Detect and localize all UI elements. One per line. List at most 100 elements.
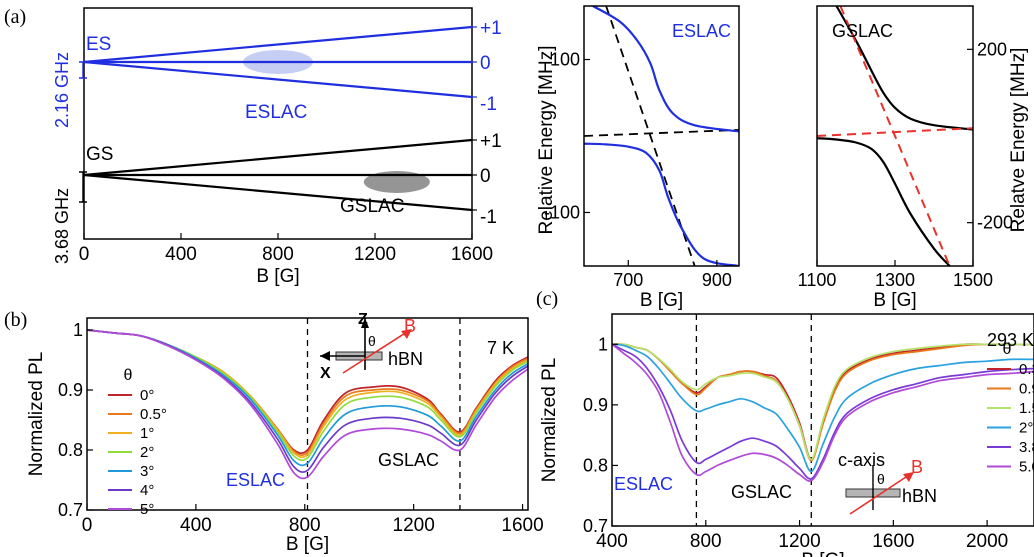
plot-frame (86, 317, 529, 511)
x-tick-label: 400 (596, 531, 628, 552)
plot-frame (611, 313, 1034, 527)
chart-b-pl-7k: 0.7 0.8 0.9 1 0 400 800 1200 1600 B [G] Normalized… (26, 311, 544, 555)
right-tick-label: 0 (480, 53, 491, 74)
es-splitting-bracket (79, 61, 87, 79)
right-tick-label: 0 (480, 166, 491, 187)
temperature-label: 293 K (987, 330, 1034, 350)
x-tick-label: 1300 (875, 270, 915, 290)
y-tick-label: 0.8 (58, 440, 83, 460)
gslac-label: GSLAC (340, 196, 404, 217)
chart-a1-energy-levels: +1 0 -1 +1 0 -1 ES GS ESLAC GSLAC 2.16 GHz 3.68 GHz… (52, 7, 502, 287)
panel-label-b: (b) (4, 309, 27, 331)
pl-series-line (611, 343, 1034, 461)
pl-series-line (611, 343, 1034, 462)
x-tick-label: 800 (262, 244, 294, 265)
right-tick-label: +1 (480, 18, 502, 39)
x-tick-label: 900 (702, 270, 732, 290)
asymptote-line (817, 127, 973, 137)
x-axis-label: B [G] (640, 290, 683, 311)
legend-label: 1° (140, 425, 154, 442)
legend-label: 0.5° (140, 406, 167, 423)
legend-label: 3.8° (1019, 439, 1034, 456)
asymptote-line (839, 6, 951, 266)
plot-area (817, 6, 973, 266)
chart-title: ESLAC (672, 21, 731, 41)
asymptote-line (584, 129, 739, 137)
panel-label-c: (c) (536, 288, 558, 310)
x-tick-label: 0 (82, 515, 93, 536)
x-axis-label: B [G] (286, 534, 329, 555)
y-tick-label: 1 (73, 320, 83, 340)
x-tick-label: 400 (165, 244, 197, 265)
plot-area (584, 6, 739, 266)
chart-a2-eslac: 100 -100 ESLAC 700 900 B [G] Relative Energy [… (536, 5, 740, 311)
legend-label: 3° (140, 463, 154, 480)
hbn-label: hBN (388, 349, 423, 369)
y-axis-label: Relatve Energy [MHz] (1008, 48, 1029, 233)
gslac-label: GSLAC (378, 450, 439, 470)
c-axis-label: c-axis (838, 450, 885, 470)
y-tick-label: 200 (977, 39, 1007, 59)
legend-label: 4° (140, 482, 154, 499)
legend-label: 2° (1019, 420, 1033, 437)
b-label: B (911, 457, 923, 477)
right-tick-label: -1 (480, 207, 497, 228)
gslac-label: GSLAC (731, 482, 792, 502)
y-axis-label: Normalized PL (26, 352, 47, 477)
legend-label: 0° (140, 387, 154, 404)
y-tick-label: 0.9 (58, 380, 83, 400)
x-axis-arrowhead (320, 351, 330, 361)
y-tick-label: 100 (550, 50, 580, 70)
b-field-arrow (342, 329, 411, 374)
x-tick-label: 1600 (872, 531, 914, 552)
x-axis-label: B [G] (256, 266, 299, 287)
legend-label: 2° (140, 444, 154, 461)
y-tick-label: 1 (598, 334, 608, 354)
y-tick-label: 0.7 (58, 500, 83, 520)
theta-label: θ (877, 471, 885, 487)
x-tick-label: 1200 (354, 244, 396, 265)
x-tick-label: 1600 (451, 244, 493, 265)
legend-label: 1.5° (1019, 400, 1034, 417)
x-tick-label: 2000 (966, 531, 1008, 552)
right-tick-label: +1 (480, 131, 502, 152)
x-tick-label: 1500 (953, 270, 993, 290)
y-axis-label: Relative Energy [MHz] (536, 45, 557, 234)
chart-c-pl-293k: 0.7 0.8 0.9 1 400 800 1200 1600 2000 B [G] Normali… (539, 313, 1034, 557)
legend-label: 5° (140, 501, 154, 518)
x-tick-label: 1600 (501, 515, 543, 536)
plot-frame (583, 5, 740, 267)
b-field-arrowhead (401, 329, 412, 339)
pl-series-line (86, 329, 529, 480)
right-tick-label: -1 (480, 94, 497, 115)
y-tick-label: 0.7 (583, 516, 608, 536)
theta-label: θ (368, 333, 376, 349)
x-tick-label: 800 (289, 515, 321, 536)
z-label: Z (358, 311, 368, 328)
x-label: X (320, 365, 331, 382)
x-tick-label: 1200 (778, 531, 820, 552)
eslac-label: ESLAC (245, 102, 307, 123)
legend-label: 5.0° (1019, 459, 1034, 476)
panel-label-a: (a) (4, 6, 26, 28)
pl-series-line (611, 343, 1034, 473)
x-tick-label: 700 (613, 270, 643, 290)
legend-title: θ (1003, 341, 1012, 358)
gslac-highlight (363, 171, 430, 193)
x-tick-label: 400 (180, 515, 212, 536)
temperature-label: 7 K (487, 338, 514, 358)
eslac-branch-line (592, 6, 739, 133)
asymptote-line (605, 6, 696, 266)
y-tick-label: -200 (977, 213, 1013, 233)
x-axis-label: B [G] (801, 550, 844, 557)
pl-series-line (611, 343, 1034, 482)
pl-series-line (611, 343, 1034, 480)
es-level-line (83, 60, 473, 99)
x-axis-label: B [G] (873, 290, 916, 311)
b-label: B (404, 316, 416, 336)
chart-title: GSLAC (832, 21, 893, 41)
eslac-label: ESLAC (614, 474, 673, 494)
chart-a3-gslac: 200 -200 GSLAC 1100 1300 1500 B [G] Relatve Ene… (798, 5, 1029, 311)
y-tick-label: -100 (544, 202, 580, 222)
